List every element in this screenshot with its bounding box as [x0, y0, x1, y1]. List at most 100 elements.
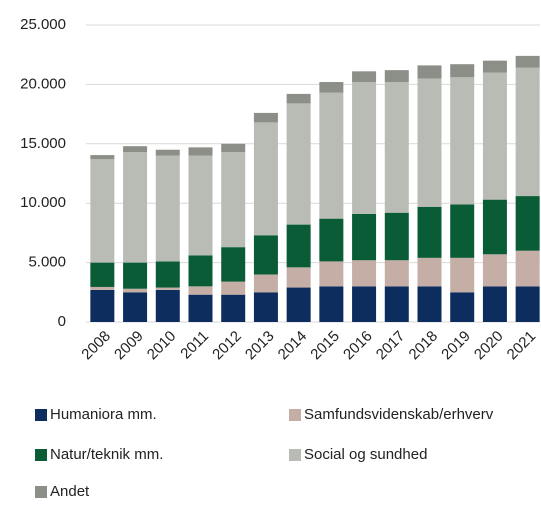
- bar-segment: [515, 67, 540, 197]
- bar-segment: [90, 289, 115, 322]
- bar-segment: [188, 155, 213, 256]
- bar-segment: [515, 250, 540, 287]
- bar-segment: [286, 103, 311, 225]
- bar-segment: [155, 261, 180, 288]
- bar-segment: [384, 70, 409, 83]
- bar-segment: [417, 206, 442, 258]
- bar-segment: [352, 71, 377, 83]
- legend-label: Humaniora mm.: [50, 406, 157, 423]
- x-tick-label: 2017: [373, 328, 409, 364]
- x-tick-label: 2012: [209, 328, 245, 364]
- legend-swatch: [35, 409, 47, 421]
- bar-segment: [384, 286, 409, 322]
- bar-segment: [188, 294, 213, 322]
- bar-segment: [417, 286, 442, 322]
- bar-segment: [253, 122, 278, 236]
- x-tick-label: 2008: [78, 328, 114, 364]
- bar-segment: [450, 204, 475, 258]
- bar-segment: [253, 235, 278, 275]
- bar-segment: [352, 82, 377, 214]
- legend-swatch: [35, 486, 47, 498]
- bar-segment: [221, 152, 246, 248]
- legend-label: Social og sundhed: [304, 446, 427, 463]
- y-tick-label: 10.000: [20, 194, 66, 211]
- bar-segment: [90, 286, 115, 290]
- bar-segment: [352, 260, 377, 287]
- y-tick-label: 15.000: [20, 135, 66, 152]
- x-tick-label: 2015: [307, 328, 343, 364]
- bar-segment: [482, 199, 507, 255]
- legend-swatch: [35, 449, 47, 461]
- bar-segment: [221, 281, 246, 295]
- bar-segment: [515, 55, 540, 68]
- bar-segment: [90, 155, 115, 160]
- y-tick-label: 0: [58, 313, 66, 330]
- legend-label: Samfundsvidenskab/erhverv: [304, 406, 494, 423]
- legend-label: Andet: [50, 483, 90, 500]
- bar-segment: [286, 224, 311, 268]
- x-tick-label: 2021: [504, 328, 540, 364]
- bar-segment: [482, 60, 507, 73]
- bar-segment: [417, 65, 442, 79]
- bar-segment: [450, 77, 475, 205]
- bar-segment: [188, 255, 213, 287]
- bar-segment: [90, 262, 115, 287]
- x-tick-label: 2011: [177, 328, 212, 363]
- bar-segment: [319, 218, 344, 262]
- bar-segment: [482, 254, 507, 287]
- x-tick-label: 2020: [471, 328, 507, 364]
- bar-segment: [221, 143, 246, 153]
- bar-segment: [155, 289, 180, 322]
- bar-segment: [319, 286, 344, 322]
- x-tick-label: 2009: [111, 328, 147, 364]
- bar-segment: [221, 247, 246, 282]
- y-tick-label: 5.000: [28, 254, 66, 271]
- legend-label: Natur/teknik mm.: [50, 446, 163, 463]
- bar-segment: [352, 213, 377, 261]
- bar-segment: [286, 267, 311, 288]
- bar-segment: [155, 287, 180, 290]
- legend-swatch: [289, 449, 301, 461]
- bar-segment: [221, 294, 246, 322]
- bar-segment: [384, 260, 409, 287]
- bar-segment: [188, 147, 213, 156]
- x-tick-label: 2010: [144, 328, 180, 364]
- bar-segment: [417, 78, 442, 207]
- y-tick-label: 20.000: [20, 75, 66, 92]
- y-tick-label: 25.000: [20, 16, 66, 33]
- legend-swatch: [289, 409, 301, 421]
- bar-segment: [450, 292, 475, 322]
- bar-segment: [319, 261, 344, 287]
- x-tick-label: 2018: [406, 328, 442, 364]
- bar-segment: [253, 274, 278, 293]
- bar-segment: [253, 292, 278, 322]
- bar-segment: [319, 82, 344, 93]
- bar-segment: [286, 287, 311, 322]
- bar-segment: [253, 112, 278, 123]
- bar-segment: [90, 159, 115, 263]
- bar-segment: [450, 257, 475, 293]
- bar-segment: [450, 64, 475, 78]
- x-tick-label: 2013: [242, 328, 278, 364]
- bar-segment: [155, 149, 180, 156]
- bar-segment: [352, 286, 377, 322]
- bar-segment: [515, 196, 540, 251]
- x-tick-label: 2019: [438, 328, 474, 364]
- bar-segment: [417, 257, 442, 287]
- bar-segment: [482, 72, 507, 200]
- bar-segment: [188, 286, 213, 295]
- bar-segment: [123, 262, 148, 289]
- bar-segment: [482, 286, 507, 322]
- bar-segment: [123, 292, 148, 322]
- bar-segment: [155, 155, 180, 262]
- x-tick-label: 2014: [275, 328, 311, 364]
- bar-segment: [123, 146, 148, 153]
- x-tick-label: 2016: [340, 328, 376, 364]
- bar-segment: [123, 152, 148, 263]
- bar-segment: [384, 82, 409, 213]
- bar-segment: [515, 286, 540, 322]
- bar-segment: [319, 92, 344, 219]
- bar-segment: [123, 288, 148, 293]
- bar-segment: [286, 93, 311, 104]
